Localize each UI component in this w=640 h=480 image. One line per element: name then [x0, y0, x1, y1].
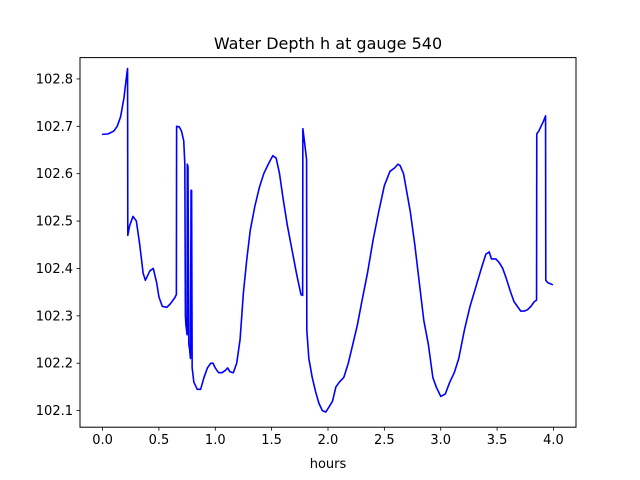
chart-title: Water Depth h at gauge 540	[214, 34, 442, 53]
y-tick-label: 102.8	[36, 72, 73, 87]
x-tick-label: 2.0	[318, 433, 339, 448]
x-tick-label: 3.0	[430, 433, 451, 448]
y-tick-label: 102.6	[36, 167, 73, 182]
x-axis-label: hours	[310, 457, 347, 472]
x-tick-label: 4.0	[543, 433, 564, 448]
x-tick-label: 1.0	[205, 433, 226, 448]
axis-ticks: 0.0 0.5 1.0 1.5 2.0 2.5 3.0 3.5 4.0 102.1 102.2 102…	[36, 72, 564, 448]
y-tick-label: 102.4	[36, 262, 73, 277]
x-tick-label: 2.5	[374, 433, 395, 448]
x-tick-label: 1.5	[261, 433, 282, 448]
y-tick-label: 102.1	[36, 404, 73, 419]
x-tick-label: 0.5	[149, 433, 170, 448]
x-tick-label: 0.0	[92, 433, 113, 448]
y-tick-label: 102.3	[36, 309, 73, 324]
water-depth-line	[101, 67, 554, 413]
y-tick-label: 102.5	[36, 215, 73, 230]
series-layer	[101, 67, 554, 413]
y-tick-label: 102.7	[36, 120, 73, 135]
y-tick-label: 102.2	[36, 357, 73, 372]
x-tick-label: 3.5	[487, 433, 508, 448]
